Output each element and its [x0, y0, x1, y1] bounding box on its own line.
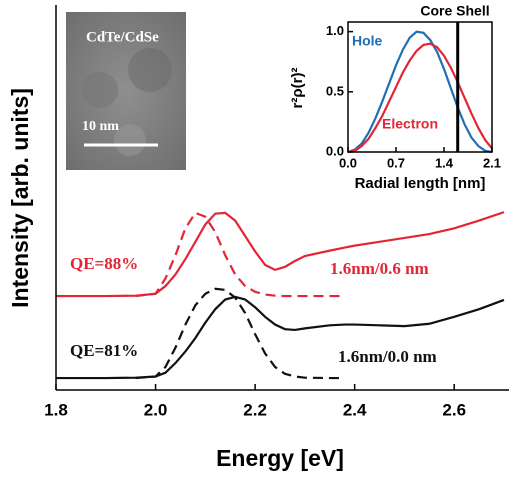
- y-axis-label: Intensity [arb. units]: [7, 88, 33, 308]
- x-tick-label: 2.4: [343, 400, 367, 419]
- annotation: 1.6nm/0.0 nm: [338, 347, 437, 366]
- x-tick-label: 2.2: [243, 400, 267, 419]
- y-tick-label: 0.5: [326, 83, 344, 98]
- tem-texture: [128, 48, 172, 92]
- x-axis-label: Radial length [nm]: [355, 175, 486, 192]
- y-tick-label: 0.0: [326, 143, 344, 158]
- x-tick-label: 0.7: [387, 155, 405, 170]
- annotation: QE=88%: [70, 254, 138, 273]
- x-tick-label: 2.6: [442, 400, 466, 419]
- annotation: 1.6nm/0.6 nm: [330, 259, 429, 278]
- image-label: CdTe/CdSe: [86, 29, 159, 45]
- boundary-label: Core Shell: [420, 3, 489, 19]
- figure: CdTe/CdSe 10 nm 1.8 2.0 2.2 2.4 2.6 Energy [e…: [0, 0, 509, 480]
- legend-entry: Hole: [352, 33, 383, 49]
- x-axis-label: Energy [eV]: [216, 445, 344, 471]
- annotation: QE=81%: [70, 341, 138, 360]
- legend-entry: Electron: [382, 116, 438, 132]
- y-axis-label: r²ρ(r)²: [289, 68, 306, 109]
- tem-texture: [82, 72, 118, 108]
- x-tick-label: 1.4: [435, 155, 454, 170]
- scale-bar-label: 10 nm: [82, 119, 119, 134]
- y-tick-label: 1.0: [326, 23, 344, 38]
- x-tick-label: 2.0: [144, 400, 168, 419]
- tem-image: CdTe/CdSe 10 nm: [66, 12, 186, 170]
- x-tick-label: 1.8: [44, 400, 68, 419]
- x-tick-label: 2.1: [483, 155, 501, 170]
